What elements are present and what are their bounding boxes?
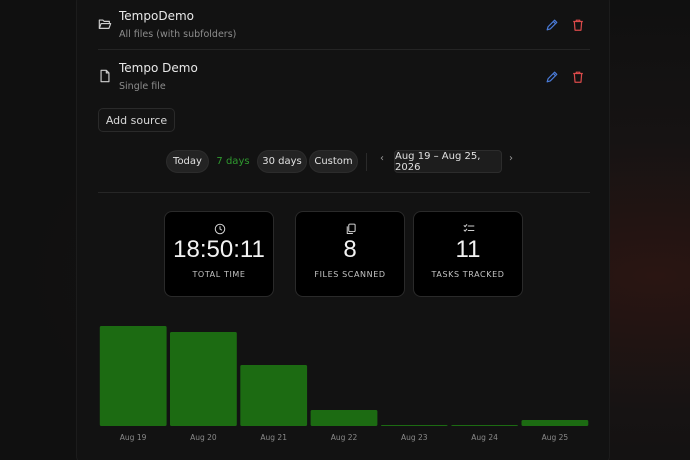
files-copy-icon: [346, 223, 356, 235]
chart-bar-aug-25[interactable]: [521, 420, 589, 426]
chart-x-tick-label: Aug 25: [542, 433, 569, 442]
clock-icon: [214, 223, 226, 235]
source-row[interactable]: Tempo Demo Single file: [98, 52, 590, 102]
chart-x-tick-label: Aug 23: [401, 433, 428, 442]
chart-bar-aug-23[interactable]: [380, 425, 448, 426]
tasks-tracked-card: 11 TASKS TRACKED: [413, 211, 523, 297]
add-source-button[interactable]: Add source: [98, 108, 175, 132]
files-scanned-card: 8 FILES SCANNED: [295, 211, 405, 297]
chart-bar-aug-19[interactable]: [99, 326, 167, 426]
trash-icon[interactable]: [571, 70, 585, 84]
total-time-label: TOTAL TIME: [192, 270, 246, 279]
chart-x-tick-label: Aug 21: [260, 433, 287, 442]
chart-x-tick-label: Aug 22: [331, 433, 358, 442]
chart-bar-aug-21[interactable]: [240, 365, 308, 426]
file-icon: [100, 69, 110, 83]
tasks-tracked-label: TASKS TRACKED: [431, 270, 505, 279]
source-title: Tempo Demo: [119, 61, 198, 75]
source-subtitle: Single file: [119, 81, 166, 92]
source-row[interactable]: TempoDemo All files (with subfolders): [98, 0, 590, 50]
chart-bar-aug-22[interactable]: [310, 410, 378, 426]
range-7-days-button[interactable]: 7 days: [216, 156, 250, 167]
trash-icon[interactable]: [571, 18, 585, 32]
pencil-icon[interactable]: [545, 18, 559, 32]
date-range-picker[interactable]: Aug 19 – Aug 25, 2026: [394, 150, 502, 173]
section-divider: [98, 192, 590, 193]
chart-x-tick-label: Aug 19: [120, 433, 147, 442]
checklist-icon: [463, 224, 475, 232]
daily-time-bar-chart: Aug 19 Aug 20 Aug 21 Aug 22 Aug 23 Aug 24 Aug …: [99, 326, 589, 442]
files-scanned-value: 8: [343, 236, 357, 263]
source-subtitle: All files (with subfolders): [119, 29, 237, 40]
pencil-icon[interactable]: [545, 70, 559, 84]
chart-x-tick-label: Aug 24: [471, 433, 498, 442]
files-scanned-label: FILES SCANNED: [314, 270, 386, 279]
total-time-value: 18:50:11: [173, 236, 265, 263]
range-divider: [366, 153, 367, 171]
total-time-card: 18:50:11 TOTAL TIME: [164, 211, 274, 297]
range-today-button[interactable]: Today: [166, 150, 209, 173]
range-30-days-button[interactable]: 30 days: [257, 150, 307, 173]
folder-open-icon: [98, 19, 112, 29]
range-custom-button[interactable]: Custom: [309, 150, 358, 173]
previous-range-arrow[interactable]: ‹: [380, 153, 384, 164]
source-title: TempoDemo: [119, 9, 194, 23]
chart-x-tick-label: Aug 20: [190, 433, 217, 442]
chart-bar-aug-24[interactable]: [451, 425, 518, 426]
chart-bar-aug-20[interactable]: [170, 332, 237, 426]
tasks-tracked-value: 11: [455, 236, 481, 263]
next-range-arrow[interactable]: ›: [509, 153, 513, 164]
